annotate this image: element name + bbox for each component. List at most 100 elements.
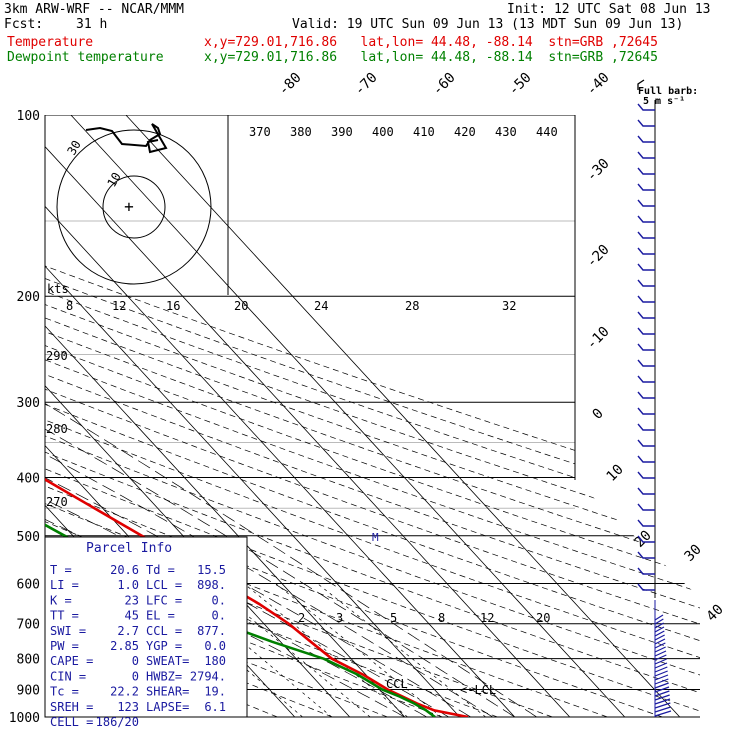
hodo-speed-label: 16 bbox=[166, 299, 180, 313]
temperature-tick-label: -60 bbox=[430, 70, 459, 99]
dry-adiabat bbox=[45, 115, 700, 717]
parcel-info-key: Tc = bbox=[50, 685, 79, 699]
theta-label: 410 bbox=[413, 125, 435, 139]
wind-barb bbox=[637, 567, 655, 575]
wind-barb bbox=[654, 670, 668, 677]
dry-adiabat bbox=[45, 115, 700, 717]
temperature-tick-label: -20 bbox=[584, 242, 613, 271]
hodo-speed-label: 28 bbox=[405, 299, 419, 313]
temperature-tick-label: -10 bbox=[584, 324, 613, 353]
wind-barb bbox=[637, 103, 655, 111]
hodo-speed-label: 8 bbox=[66, 299, 73, 313]
wind-barb bbox=[654, 650, 667, 657]
m-marker-label: M bbox=[372, 531, 379, 544]
theta-label: 400 bbox=[372, 125, 394, 139]
wind-barb bbox=[654, 646, 666, 653]
wind-barb bbox=[654, 710, 672, 717]
parcel-info-key: LCL = bbox=[146, 578, 182, 592]
parcel-info-key: YGP = bbox=[146, 639, 182, 653]
wind-barb bbox=[637, 487, 655, 495]
temperature-profile bbox=[45, 115, 469, 717]
pressure-tick-label: 500 bbox=[17, 530, 40, 545]
parcel-info-value: 1.0 bbox=[117, 578, 139, 592]
temperature-tick-label: -40 bbox=[584, 70, 613, 99]
wind-barb bbox=[637, 311, 655, 319]
mixing-ratio-label: 3 bbox=[336, 611, 343, 625]
pressure-tick-label: 600 bbox=[17, 577, 40, 592]
parcel-info-value: 180 bbox=[204, 654, 226, 668]
temperature-tick-label: 0 bbox=[590, 406, 607, 423]
mixing-ratio-label: 20 bbox=[536, 611, 550, 625]
parcel-info-value: 0 bbox=[132, 669, 139, 683]
hodo-ring-label: 10 bbox=[104, 170, 123, 190]
wind-barb bbox=[654, 658, 667, 665]
dewpoint-profile bbox=[45, 115, 436, 717]
mixing-ratio-line bbox=[275, 583, 442, 717]
wind-barb bbox=[637, 407, 655, 415]
wind-barb bbox=[637, 119, 655, 127]
isotherm-line bbox=[45, 115, 406, 717]
parcel-info-value: 0. bbox=[212, 593, 226, 607]
ccl-label: CCL bbox=[386, 677, 408, 691]
temperature-tick-label: 40 bbox=[704, 602, 727, 625]
barb-legend-title: Full barb: bbox=[638, 86, 698, 97]
moist-adiabat bbox=[45, 295, 537, 717]
parcel-info-key: CELL = bbox=[50, 715, 93, 729]
isotherm-line bbox=[45, 115, 571, 717]
theta-label: 440 bbox=[536, 125, 558, 139]
parcel-info-value: 877. bbox=[197, 624, 226, 638]
hodo-speed-label: 20 bbox=[234, 299, 248, 313]
wind-barb bbox=[637, 423, 655, 431]
temperature-location: x,y=729.01,716.86 lat,lon= 44.48, -88.14… bbox=[204, 35, 658, 50]
theta-label: 390 bbox=[331, 125, 353, 139]
parcel-info-value: 2.85 bbox=[110, 639, 139, 653]
isotherm-line bbox=[70, 115, 626, 717]
wind-barb bbox=[637, 551, 655, 559]
barb-legend-units: 5 m s⁻¹ bbox=[643, 96, 685, 107]
temperature-tick-label: -50 bbox=[506, 70, 535, 99]
wind-barb bbox=[654, 618, 664, 625]
theta-label: 370 bbox=[249, 125, 271, 139]
parcel-info-key: HWBZ= bbox=[146, 669, 182, 683]
wind-barb bbox=[654, 682, 669, 689]
parcel-info-value: 0 bbox=[132, 654, 139, 668]
fcst-value: 31 h bbox=[76, 17, 108, 32]
dewpoint-legend: Dewpoint temperature bbox=[7, 50, 164, 65]
pressure-tick-label: 100 bbox=[17, 109, 40, 124]
parcel-info-value: 2.7 bbox=[117, 624, 139, 638]
wind-barb bbox=[654, 698, 671, 705]
wind-barb bbox=[637, 519, 655, 527]
moist-adiabat bbox=[45, 295, 493, 717]
mixing-ratio-line bbox=[243, 583, 408, 717]
model-title: 3km ARW-WRF -- NCAR/MMM bbox=[4, 2, 185, 17]
wind-barb bbox=[637, 183, 655, 191]
pressure-tick-label: 700 bbox=[17, 618, 40, 633]
hodo-speed-label: 24 bbox=[314, 299, 328, 313]
wind-barb bbox=[637, 247, 655, 255]
parcel-info-key: CIN = bbox=[50, 669, 86, 683]
mixing-ratio-label: 5 bbox=[390, 611, 397, 625]
parcel-info-value: 6.1 bbox=[204, 700, 226, 714]
plus-icon: + bbox=[124, 197, 134, 216]
pressure-tick-label: 900 bbox=[17, 683, 40, 698]
dry-adiabat bbox=[45, 115, 700, 717]
hodograph: +30 10 kts 8 12 16 20 24 28 32 bbox=[47, 115, 516, 313]
theta-left-label: 270 bbox=[46, 495, 68, 509]
isotherm-line bbox=[125, 115, 681, 717]
wind-barb bbox=[637, 167, 655, 175]
wind-barb bbox=[654, 694, 670, 701]
temperature-tick-label: -80 bbox=[276, 70, 305, 99]
parcel-info-key: Td = bbox=[146, 563, 175, 577]
wind-barb bbox=[637, 215, 655, 223]
parcel-info-key: TT = bbox=[50, 609, 79, 623]
wind-barb bbox=[637, 135, 655, 143]
theta-label: 420 bbox=[454, 125, 476, 139]
temperature-legend: Temperature bbox=[7, 35, 94, 50]
parcel-info-value: 20.6 bbox=[110, 563, 139, 577]
dry-adiabat bbox=[45, 115, 700, 717]
hodograph-trace bbox=[85, 123, 168, 154]
init-time: Init: 12 UTC Sat 08 Jun 13 bbox=[507, 2, 711, 17]
parcel-info-key: CCL = bbox=[146, 624, 182, 638]
wind-barb bbox=[637, 471, 655, 479]
dry-adiabat bbox=[45, 115, 700, 717]
